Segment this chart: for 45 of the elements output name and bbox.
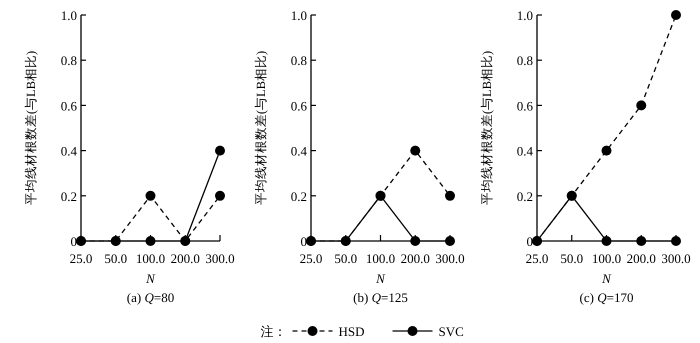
x-tick-label: 25.0	[70, 251, 92, 266]
y-axis-title: 平均线材根数差(与LB相比)	[254, 50, 268, 206]
x-tick-label: 50.0	[560, 251, 584, 266]
text: (a) Q=80	[126, 290, 174, 305]
y-axis-title: 平均线材根数差(与LB相比)	[480, 50, 494, 206]
y-tick-label: 1.0	[290, 8, 307, 23]
y-tick-label: 0.4	[516, 144, 534, 159]
x-tick-label: 200.0	[626, 251, 656, 266]
y-tick-label: 1.0	[516, 8, 533, 23]
y-tick-label: 0.2	[290, 188, 307, 204]
x-tick-label: 200.0	[400, 251, 430, 266]
x-tick-label: 100.0	[136, 251, 166, 266]
x-tick-label: 100.0	[366, 251, 396, 266]
x-tick-label: 50.0	[104, 251, 128, 266]
y-tick-label: 0.6	[516, 98, 534, 114]
y-tick-label: 1.0	[60, 8, 77, 23]
y-tick-label: 0.8	[516, 53, 533, 68]
x-axis-title: N	[145, 271, 156, 286]
legend-label: SVC	[438, 324, 464, 339]
y-tick-label: 0	[300, 234, 307, 249]
x-axis-title: N	[375, 271, 386, 286]
x-tick-label: 50.0	[334, 251, 358, 266]
y-tick-label: 0	[526, 234, 533, 249]
x-tick-label: 300.0	[435, 251, 465, 266]
x-tick-label: 200.0	[170, 251, 200, 266]
x-tick-label: 100.0	[592, 251, 622, 266]
y-axis-title: 平均线材根数差(与LB相比)	[24, 50, 38, 206]
y-tick-label: 0.6	[290, 98, 308, 114]
text: (b) Q=125	[353, 290, 408, 305]
y-tick-label: 0.4	[60, 144, 78, 159]
x-tick-label: 25.0	[526, 251, 548, 266]
y-tick-label: 0	[70, 234, 77, 249]
x-tick-label: 25.0	[300, 251, 322, 266]
y-tick-label: 0.8	[60, 53, 77, 68]
text: (c) Q=170	[580, 290, 634, 305]
y-tick-label: 0.2	[60, 188, 77, 204]
y-tick-label: 0.2	[516, 188, 533, 204]
x-tick-label: 300.0	[205, 251, 235, 266]
legend-label: HSD	[338, 324, 365, 339]
x-axis-title: N	[601, 271, 612, 286]
y-tick-label: 0.8	[290, 53, 307, 68]
x-tick-label: 300.0	[661, 251, 691, 266]
y-tick-label: 0.4	[290, 144, 308, 159]
y-tick-label: 0.6	[60, 98, 78, 114]
legend-title: 注：	[260, 324, 286, 339]
